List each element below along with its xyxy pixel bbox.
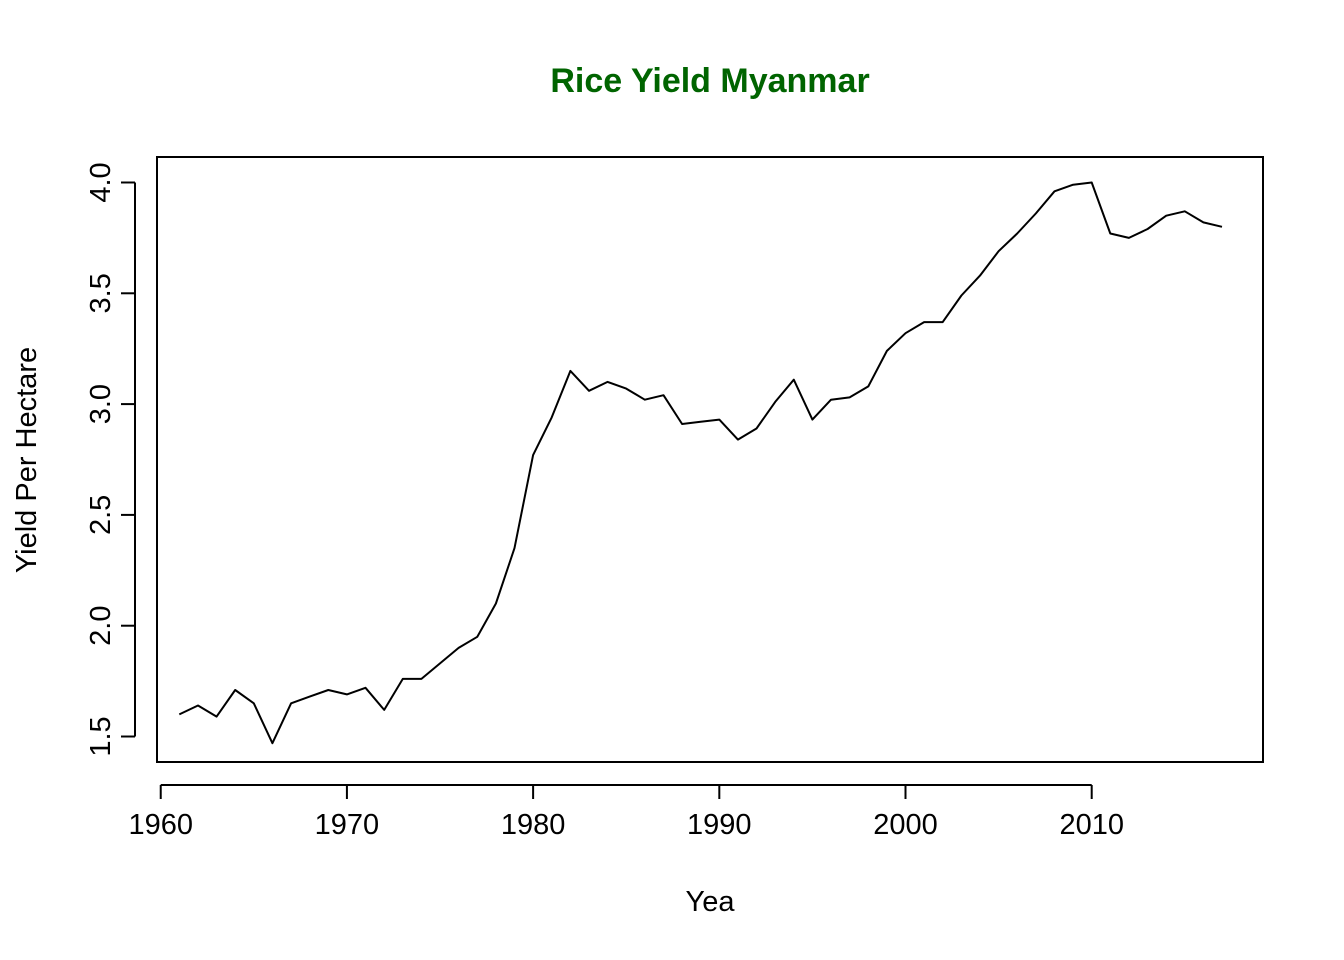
x-tick-label: 2010 [1059,809,1124,841]
y-axis-title: Yield Per Hectare [11,347,43,573]
y-tick-label: 1.5 [85,716,117,756]
plot-frame [156,156,1264,763]
series-line [178,181,1223,745]
y-tick-label: 3.0 [85,384,117,424]
y-tick-label: 4.0 [85,162,117,202]
y-tick-label: 3.5 [85,273,117,313]
y-axis: 1.5 2.0 2.5 3.0 3.5 4.0 [85,162,136,757]
x-tick-label: 1990 [687,809,752,841]
x-tick-label: 2000 [873,809,938,841]
x-tick-label: 1960 [128,809,193,841]
chart-title: Rice Yield Myanmar [550,62,869,100]
x-tick-label: 1970 [315,809,380,841]
y-tick-label: 2.0 [85,606,117,646]
y-tick-label: 2.5 [85,495,117,535]
x-tick-label: 1980 [501,809,566,841]
x-axis-title: Yea [686,886,736,918]
x-axis: 1960 1970 1980 1990 2000 2010 [128,784,1124,841]
